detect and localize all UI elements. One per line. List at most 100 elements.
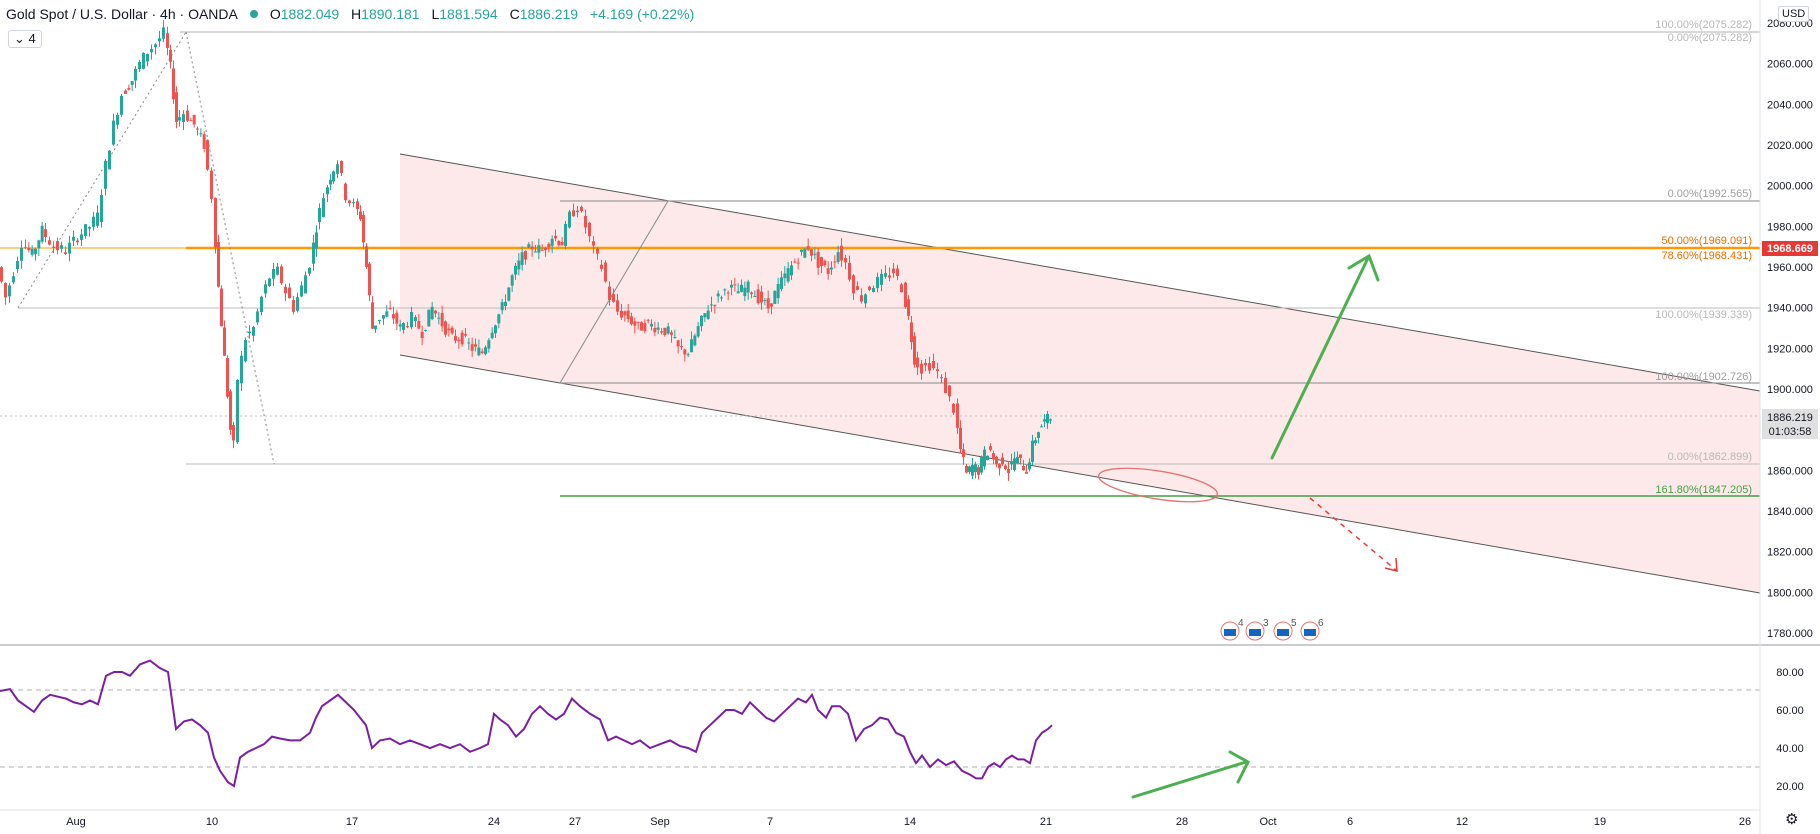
rsi-axis[interactable]: 80.00 60.00 40.00 20.00 [1776,667,1804,793]
candle-body [700,315,703,327]
candle-body [796,262,800,264]
candle-body [864,294,867,304]
candle-body [359,211,362,220]
candle-body [673,337,677,339]
candle-body [402,323,405,330]
high-value: 1890.181 [361,6,420,22]
candle-body [710,304,713,306]
candle-body [76,240,79,243]
event-flag-icon[interactable]: 6 [1300,618,1324,641]
event-icons: 4 3 5 6 [1220,618,1324,641]
candle-body [896,268,899,276]
candle-body [202,134,206,149]
price-tick-label: 1940.000 [1767,303,1813,315]
fib-label: 100.00%(1939.339) [1655,309,1752,321]
candle-body [214,197,217,248]
candle-body [980,457,983,473]
event-flag-icon[interactable]: 4 [1220,618,1244,641]
candle-body [517,260,521,270]
candle-body [199,133,203,135]
open-value: 1882.049 [280,6,340,22]
candle-body [916,357,919,368]
time-tick-label: 14 [904,816,916,828]
time-tick-label: 24 [488,816,500,828]
candle-body [374,325,377,330]
candle-body [928,363,931,371]
candle-body [868,286,871,290]
candle-body [504,301,507,307]
candle-body [693,335,697,346]
candle-body [940,377,943,379]
time-tick-label: 19 [1594,816,1606,828]
candle-body [670,332,673,335]
candle-body [427,309,431,327]
candle-body [736,291,740,294]
candle-body [304,275,307,294]
channel-lower-line [399,354,1761,594]
event-flag-icon[interactable]: 3 [1245,618,1269,641]
indicator-count: 4 [28,31,36,46]
event-flag-icon[interactable]: 5 [1273,618,1297,641]
candle-body [300,285,303,297]
indicator-toggle[interactable]: ⌄ 4 [8,30,42,48]
candle-body [580,206,583,212]
fib-label: 0.00%(2075.282) [1668,32,1752,44]
candle-body [40,225,44,242]
candle-body [1031,440,1034,462]
currency-label[interactable]: USD [1778,6,1810,22]
candle-body [284,286,287,294]
candle-body [312,242,315,264]
candle-body [560,241,564,246]
candle-body [169,49,172,62]
candle-body [256,311,259,323]
candle-body [723,289,727,291]
candle-body [288,287,291,299]
candle-body [783,273,787,279]
candle-body [816,251,820,268]
settings-gear-icon[interactable]: ⚙ [1785,811,1799,828]
candle-body [588,222,591,237]
candle-body [554,235,557,239]
candle-body [971,464,974,476]
candle-body [1037,432,1040,438]
candle-body [676,340,680,347]
price-tick-label: 1820.000 [1767,547,1813,559]
candle-body [34,248,37,255]
candle-body [995,456,998,465]
candle-body [888,275,891,278]
candle-body [974,464,977,473]
candle-body [158,38,161,42]
price-tick-label: 1860.000 [1767,465,1813,477]
candle-body [440,313,444,327]
candle-body [920,363,923,374]
candle-body [487,340,491,349]
candle-body [646,319,650,321]
candle-body [643,323,647,332]
candle-body [175,92,178,122]
candle-body [100,194,103,222]
time-axis[interactable]: Aug 10 17 24 27 Sep 7 14 21 28 Oct 6 12 19 26 [66,816,1751,828]
candle-body [989,446,992,450]
candle-body [596,248,599,254]
candle-body [910,322,913,343]
candle-body [998,463,1001,469]
candle-body [134,68,137,81]
fib-labels: 100.00%(2075.282) 0.00%(2075.282) 0.00%(… [1655,19,1752,496]
candle-body [534,251,537,253]
candle-body [720,297,723,299]
candle-body [378,320,381,322]
candle-body [450,327,454,334]
candle-body [240,355,243,384]
price-axis[interactable]: 2080.0002060.0002040.0002020.0002000.000… [1767,18,1813,640]
symbol-title[interactable]: Gold Spot / U.S. Dollar · 4h · OANDA [6,6,238,22]
candle-body [630,316,633,325]
candle-body [830,267,833,270]
svg-text:5: 5 [1291,618,1297,629]
candle-body [64,252,67,254]
candle-body [663,327,667,336]
price-tick-label: 2020.000 [1767,140,1813,152]
candle-body [786,268,790,282]
candle-body [104,160,107,189]
candle-body [656,327,660,330]
